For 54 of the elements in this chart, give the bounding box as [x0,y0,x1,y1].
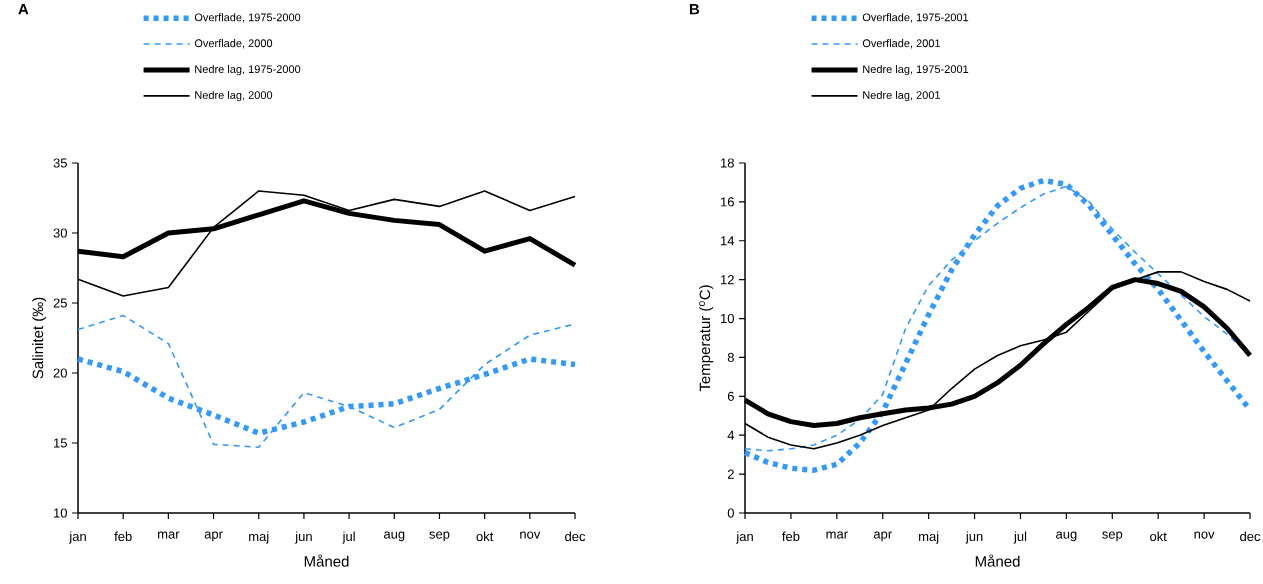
y-tick-label: 16 [721,197,734,207]
y-tick-label: 8 [727,352,734,363]
legend-label: Overflade, 1975-2001 [862,13,969,23]
y-tick-label: 2 [727,469,734,479]
y-tick-label: 12 [721,275,734,285]
y-tick-label: 15 [54,438,67,448]
legend-label: Nedre lag, 2000 [195,90,273,102]
x-tick-label: feb [114,531,132,542]
legend-label: Nedre lag, 1975-2000 [195,64,301,76]
x-tick-label: dec [565,531,586,542]
y-tick-label: 25 [53,298,67,308]
x-tick-label: jan [736,531,753,544]
y-axis-title: Salinitet (‰) [32,297,47,379]
x-tick-label: sep [429,531,450,542]
x-tick-label: nov [520,531,541,539]
y-tick-label: 30 [53,228,67,238]
x-tick-label: aug [1056,531,1077,542]
x-tick-label: jan [69,531,86,544]
y-tick-label: 10 [721,313,734,324]
x-tick-label: mar [158,531,180,539]
legend-label: Overflade, 1975-2000 [194,13,301,23]
x-axis-title: Måned [975,554,1020,567]
y-axis-title: Temperatur ($^{o}$C) [699,285,714,392]
x-tick-label: apr [873,531,892,542]
x-tick-label: aug [383,531,405,542]
x-tick-label: mar [826,531,848,539]
x-tick-label: jul [342,531,355,544]
chart-title: B [689,4,700,15]
y-tick-label: 14 [721,236,735,246]
x-tick-label: feb [782,531,800,542]
y-tick-label: 0 [727,508,734,518]
x-tick-label: dec [1240,531,1261,542]
x-tick-label: jun [294,531,312,544]
legend-label: Overflade, 2001 [862,39,941,49]
x-tick-label: maj [249,531,269,544]
x-tick-label: sep [1102,531,1123,542]
y-tick-label: 6 [727,391,734,401]
x-tick-label: okt [476,531,494,542]
legend-label: Nedre lag, 1975-2001 [863,64,969,76]
y-tick-label: 18 [721,158,734,168]
y-tick-label: 20 [53,368,67,378]
legend-label: Overflade, 2000 [194,39,273,49]
legend-label: Nedre lag, 2001 [863,90,941,102]
x-tick-label: jun [965,531,983,544]
x-axis-title: Måned [304,554,349,567]
x-tick-label: okt [1150,531,1167,542]
x-tick-label: nov [1194,531,1215,539]
chart-title: A [18,4,29,15]
x-tick-label: maj [919,531,939,544]
y-tick-label: 35 [53,158,67,168]
x-tick-label: apr [204,531,223,542]
x-tick-label: jul [1013,531,1027,544]
y-tick-label: 4 [727,430,735,440]
y-tick-label: 10 [54,508,67,518]
